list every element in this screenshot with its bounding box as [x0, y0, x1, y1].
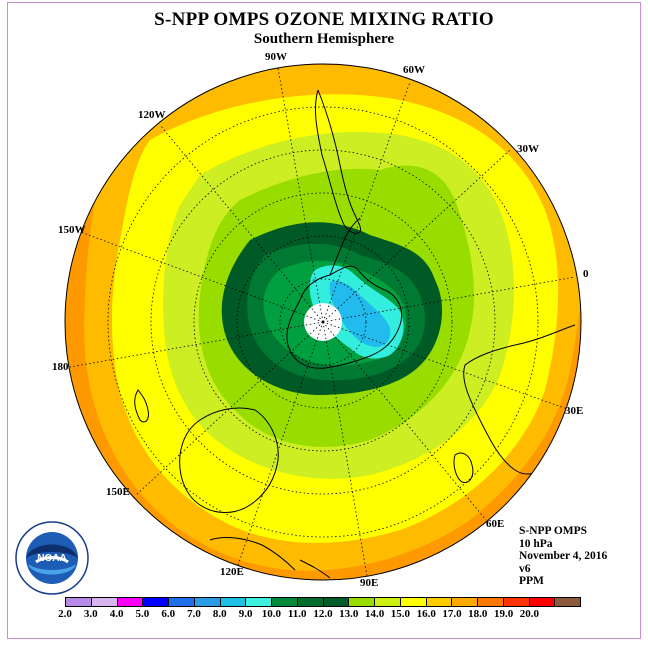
- svg-text:NOAA: NOAA: [37, 553, 66, 564]
- colorbar: [65, 597, 581, 607]
- lon-label-150w: 150W: [58, 224, 86, 236]
- colorbar-tick-label: 8.0: [212, 608, 227, 620]
- colorbar-tick-label: 7.0: [187, 608, 201, 620]
- longitude-labels: 90W 60W 120W 30W 150W 0 180 30E 150E 60E…: [52, 51, 589, 589]
- lon-label-0: 0: [583, 268, 589, 280]
- colorbar-segment: [349, 598, 375, 606]
- colorbar-tick-label: 6.0: [161, 608, 176, 620]
- info-block: S-NPP OMPS 10 hPa November 4, 2016 v6 PP…: [519, 525, 607, 588]
- colorbar-tick-label: 18.0: [468, 608, 488, 620]
- colorbar-segment: [400, 598, 427, 606]
- info-date: November 4, 2016: [519, 550, 608, 562]
- lon-label-150e: 150E: [106, 486, 130, 498]
- colorbar-tick-label: 14.0: [364, 608, 385, 620]
- colorbar-segment: [246, 598, 272, 606]
- info-units: PPM: [519, 575, 544, 587]
- lon-label-90e: 90E: [360, 577, 378, 589]
- latitude-circles: [107, 106, 539, 538]
- lon-label-30e: 30E: [565, 405, 583, 417]
- lon-label-180: 180: [52, 361, 69, 373]
- colorbar-tick-label: 5.0: [135, 608, 150, 620]
- colorbar-tick-label: 19.0: [493, 608, 514, 620]
- chart-title: S-NPP OMPS OZONE MIXING RATIO: [154, 9, 494, 30]
- noaa-logo: NOAA: [15, 521, 89, 595]
- figure-frame: [7, 2, 641, 639]
- lon-label-30w: 30W: [517, 143, 539, 155]
- lon-label-90w: 90W: [265, 51, 287, 63]
- colorbar-segment: [529, 598, 556, 606]
- colorbar-segment: [143, 598, 169, 606]
- colorbar-segment: [478, 598, 504, 606]
- coastlines: [134, 89, 576, 579]
- colorbar-segment: [503, 598, 530, 606]
- colorbar-tick-label: 12.0: [313, 608, 333, 620]
- colorbar-tick-label: 9.0: [238, 608, 253, 620]
- chart-subtitle: Southern Hemisphere: [253, 31, 395, 47]
- colorbar-segment: [272, 598, 298, 606]
- lon-label-120e: 120E: [220, 566, 244, 578]
- colorbar-tick-label: 4.0: [109, 608, 124, 620]
- colorbar-segment: [194, 598, 221, 606]
- lon-label-60e: 60E: [486, 518, 504, 530]
- colorbar-segment: [375, 598, 401, 606]
- meridians: [69, 67, 576, 577]
- colorbar-tick-label: 16.0: [416, 608, 436, 620]
- colorbar-ticks: 2.0 3.0 4.0 5.0 6.0 7.0 8.0 9.0 10.0 11.0 12.0 13.0…: [58, 608, 581, 622]
- colorbar-tick-label: 3.0: [83, 608, 98, 620]
- colorbar-tick-label: 2.0: [58, 608, 72, 620]
- colorbar-tick-label: 10.0: [261, 608, 282, 620]
- colorbar-tick-label: 17.0: [442, 608, 462, 620]
- contour-8ppm: [329, 280, 391, 348]
- ozone-field: [65, 64, 581, 580]
- colorbar-segment: [297, 598, 324, 606]
- colorbar-segment: [117, 598, 144, 606]
- colorbar-tick-label: 13.0: [339, 608, 359, 620]
- colorbar-segment: [555, 598, 580, 606]
- info-instrument: S-NPP OMPS: [519, 525, 588, 537]
- colorbar-segment: [169, 598, 195, 606]
- colorbar-tick-label: 15.0: [390, 608, 411, 620]
- lon-label-120w: 120W: [138, 109, 166, 121]
- colorbar-segment: [452, 598, 478, 606]
- colorbar-tick-label: 11.0: [287, 608, 307, 620]
- colorbar-segment: [66, 598, 92, 606]
- colorbar-segment: [220, 598, 247, 606]
- colorbar-segment: [426, 598, 453, 606]
- colorbar-segment: [91, 598, 118, 606]
- lon-label-60w: 60W: [403, 64, 425, 76]
- colorbar-segment: [323, 598, 350, 606]
- info-version: v6: [519, 562, 531, 575]
- info-level: 10 hPa: [519, 537, 553, 550]
- colorbar-tick-label: 20.0: [519, 608, 540, 620]
- map-boundary: [64, 63, 582, 581]
